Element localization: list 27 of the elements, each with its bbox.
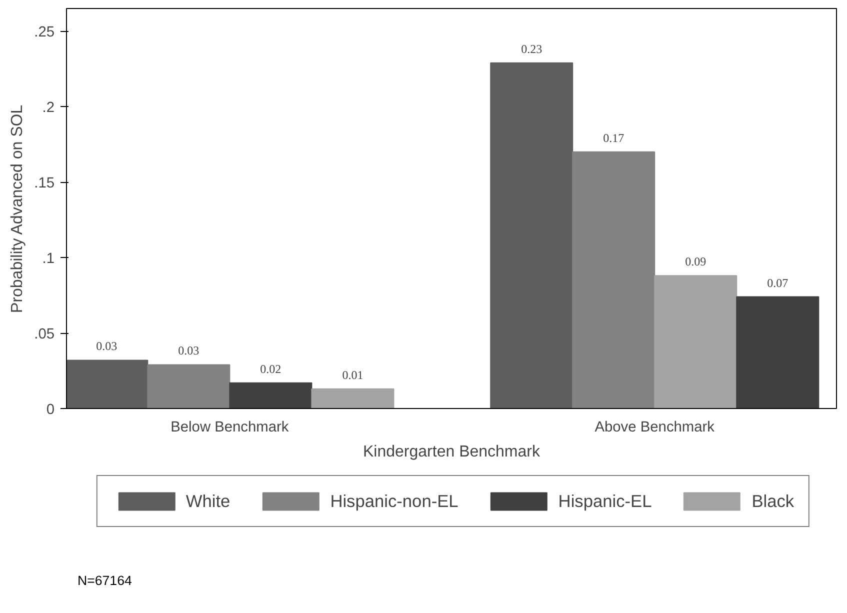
y-tick-label: .25 [34,24,54,41]
data-label: 0.02 [260,362,282,376]
bar [66,360,148,408]
data-label: 0.07 [767,276,788,290]
bar [147,364,230,408]
y-tick-label: .05 [34,326,54,343]
legend-label: Hispanic-non-EL [330,490,458,512]
data-label: 0.09 [685,254,706,269]
data-label: 0.03 [178,344,200,358]
legend-label: White [186,490,230,512]
y-tick-label: 0 [46,402,55,418]
legend-label: Black [752,490,794,512]
x-axis-title: Kindergarten Benchmark [363,444,541,460]
legend-label: Hispanic-EL [558,490,652,512]
text: N=67164 [77,573,133,588]
y-tick-label: .15 [34,176,54,192]
x-tick-label: Below Benchmark [170,420,290,436]
bar [490,62,574,408]
data-label: 0.23 [521,42,542,56]
data-label: 0.17 [603,130,624,145]
data-label: 0.01 [342,368,364,382]
y-axis-title: Probability Advanced on SOL [9,104,26,314]
bar [572,151,656,408]
y-tick-label: .2 [42,100,55,116]
y-tick-label: .1 [42,251,55,268]
x-tick-label: Above Benchmark [594,420,716,436]
data-label: 0.03 [96,339,118,354]
